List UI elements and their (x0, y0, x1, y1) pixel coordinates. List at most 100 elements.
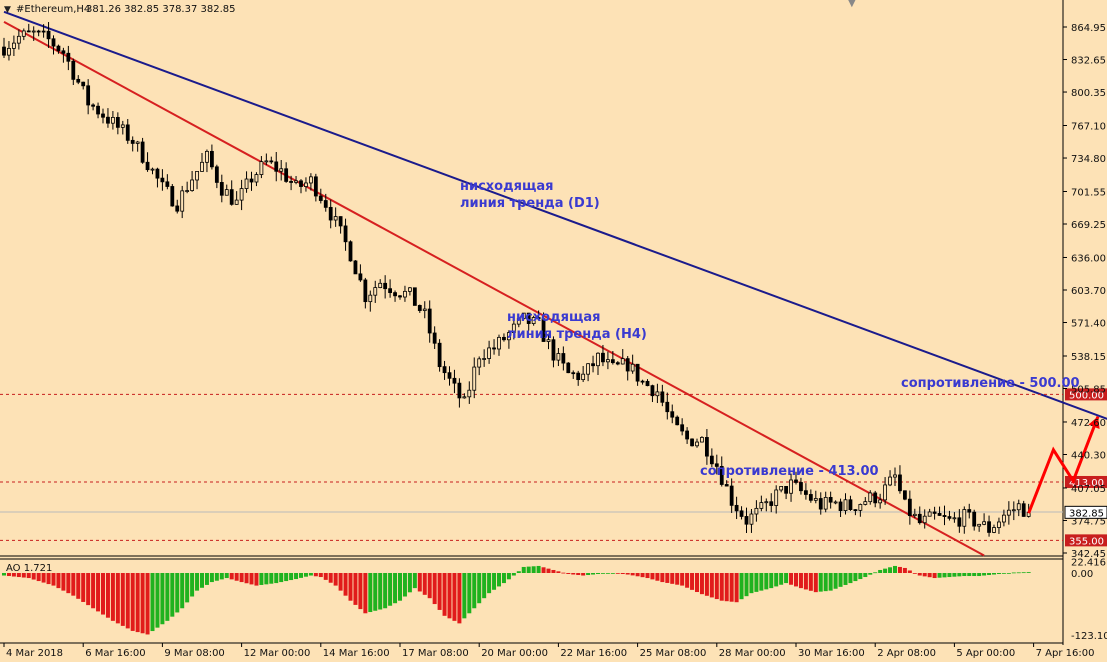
ao-bar (729, 573, 734, 602)
ao-bar (912, 573, 917, 574)
candle-body (135, 141, 140, 144)
ao-bar (11, 573, 16, 577)
ao-bar (927, 573, 932, 578)
ao-bar (472, 573, 477, 609)
candle-body (289, 181, 294, 183)
candle-body (912, 513, 917, 517)
ao-bar (695, 573, 699, 593)
ao-bar (110, 573, 115, 621)
price-tick-label: 342.45 (1071, 549, 1106, 560)
ao-bar (823, 573, 828, 592)
candle-body (398, 295, 402, 298)
ao-bar (66, 573, 71, 594)
ao-bar (96, 573, 101, 612)
ao-bar (417, 573, 422, 592)
price-tick-label: 440.30 (1071, 450, 1106, 461)
candle-body (393, 292, 397, 297)
chart-symbol: #Ethereum,H4 (16, 4, 90, 15)
candle-body (313, 176, 318, 197)
h4-trend-label-line1: нисходящая (507, 310, 600, 325)
time-tick-label: 30 Mar 16:00 (798, 648, 865, 659)
ao-bar (1011, 572, 1016, 574)
ao-bar (992, 573, 996, 575)
trend-line-d1[interactable] (3, 10, 1107, 483)
candle-body (739, 510, 744, 517)
candle-body (333, 216, 338, 221)
price-tick-label: 636.00 (1071, 253, 1106, 264)
candle-body (774, 489, 779, 506)
ao-bar (551, 569, 556, 573)
ao-bar (249, 573, 254, 585)
ao-bar (521, 566, 526, 573)
ao-bar (487, 573, 492, 594)
candle-body (606, 359, 610, 363)
ao-bar (586, 573, 591, 576)
ao-bar (798, 573, 803, 589)
ao-bar (982, 573, 987, 576)
ao-bar (1021, 572, 1026, 574)
candle-body (180, 190, 185, 212)
ao-bar (219, 573, 224, 580)
trend-line-h4[interactable] (3, 21, 985, 557)
dropdown-arrow-icon[interactable]: ▼ (4, 5, 11, 15)
candle-body (1002, 514, 1006, 523)
ao-bar (303, 573, 308, 577)
ao-bar (556, 571, 561, 573)
candle-body (200, 161, 204, 172)
current-price-box (1064, 505, 1107, 519)
candle-body (160, 177, 165, 183)
candle-body (442, 366, 447, 374)
ao-bar (373, 573, 378, 611)
candle-body (714, 463, 719, 467)
ao-bar (492, 573, 497, 590)
candle-body (1006, 509, 1011, 516)
price-tick-label: 767.10 (1071, 122, 1106, 133)
candle-body (843, 499, 848, 512)
candle-body (214, 166, 219, 183)
ao-bar (645, 573, 650, 579)
candle-body (234, 199, 239, 205)
ao-bar (170, 573, 175, 617)
candle-body (635, 363, 640, 382)
candle-body (610, 359, 615, 364)
ao-bar (36, 573, 41, 582)
time-tick-label: 2 Apr 08:00 (877, 648, 936, 659)
ao-bar (155, 573, 160, 628)
candle-body (823, 497, 828, 510)
candle-body (363, 279, 368, 303)
candle-body (754, 507, 759, 515)
ao-bar (739, 573, 744, 600)
ao-bar (1001, 573, 1006, 574)
candle-body (551, 339, 556, 361)
candle-body (185, 190, 190, 192)
ao-bar (907, 570, 912, 573)
ao-bar (125, 573, 130, 629)
price-tick-label: 374.75 (1071, 516, 1106, 527)
ao-bar (571, 573, 576, 575)
ao-bar (962, 573, 967, 577)
candle-body (645, 380, 650, 387)
ao-bar (234, 573, 239, 581)
candle-body (625, 358, 630, 372)
ao-bar (917, 573, 922, 576)
price-tick-label: 571.40 (1071, 319, 1106, 330)
forecast-path[interactable] (1027, 416, 1100, 514)
ao-bar (145, 573, 150, 635)
candle-body (51, 38, 56, 47)
ao-bar (947, 573, 952, 578)
ao-bar (610, 573, 615, 574)
candle-body (848, 499, 853, 511)
candle-body (744, 516, 749, 525)
scroll-marker-icon[interactable]: ▼ (848, 0, 856, 9)
ao-bar (165, 573, 170, 621)
candle-body (140, 141, 145, 163)
candle-body (576, 372, 581, 381)
candle-body (957, 517, 962, 527)
candle-body (794, 479, 798, 483)
candle-body (170, 186, 175, 207)
ao-bar (977, 573, 982, 577)
ao-bar (333, 573, 338, 586)
candle-body (16, 35, 21, 44)
